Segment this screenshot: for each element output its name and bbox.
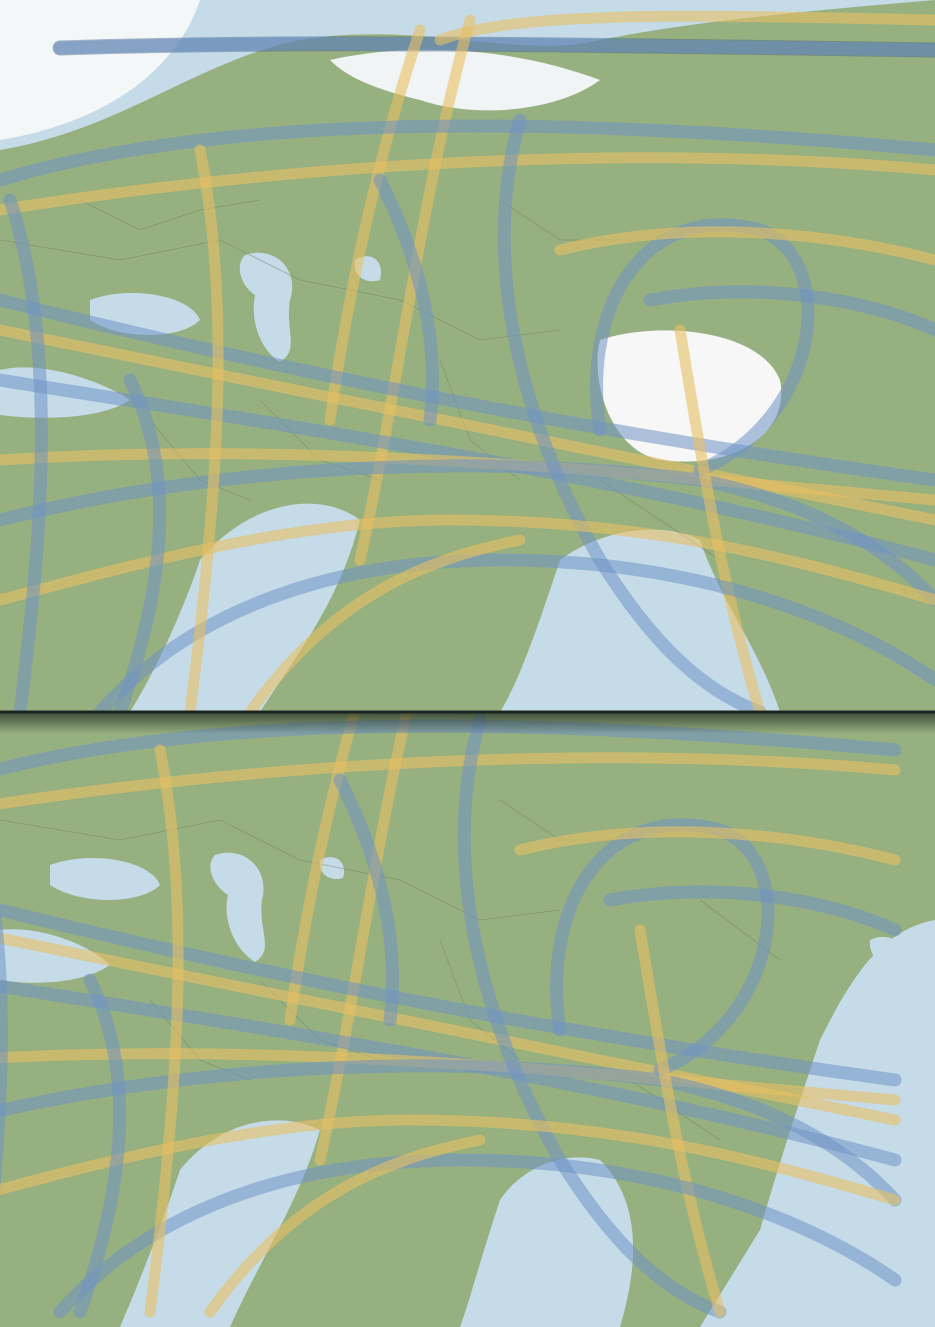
snow-region <box>330 49 600 111</box>
panel-shadow <box>0 712 935 734</box>
caspian-sea <box>210 852 265 962</box>
map-panel-top <box>0 0 935 712</box>
lake <box>319 857 345 880</box>
snow-region <box>0 0 200 140</box>
caspian-sea <box>239 252 293 362</box>
map-panel-bottom <box>0 712 935 1327</box>
bay <box>869 936 903 967</box>
black-sea <box>50 857 160 900</box>
